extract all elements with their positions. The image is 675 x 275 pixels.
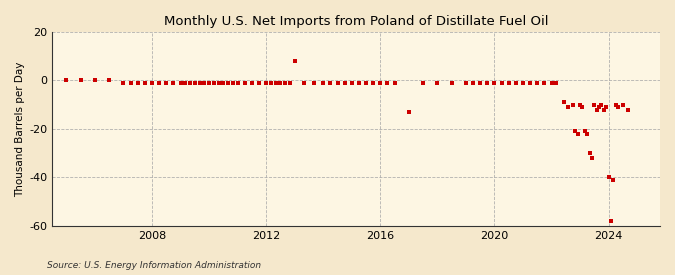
- Point: [61, 78, 72, 82]
- Point: [446, 81, 457, 85]
- Point: [603, 175, 614, 180]
- Point: [510, 81, 521, 85]
- Point: [270, 81, 281, 85]
- Point: [605, 219, 616, 223]
- Point: [261, 81, 271, 85]
- Title: Monthly U.S. Net Imports from Poland of Distillate Fuel Oil: Monthly U.S. Net Imports from Poland of …: [164, 15, 548, 28]
- Point: [325, 81, 335, 85]
- Point: [582, 131, 593, 136]
- Point: [132, 81, 143, 85]
- Point: [246, 81, 257, 85]
- Point: [475, 81, 485, 85]
- Point: [404, 110, 414, 114]
- Point: [332, 81, 343, 85]
- Point: [346, 81, 357, 85]
- Point: [432, 81, 443, 85]
- Point: [290, 59, 300, 63]
- Point: [489, 81, 500, 85]
- Point: [558, 100, 569, 104]
- Point: [213, 81, 224, 85]
- Point: [580, 129, 591, 134]
- Point: [468, 81, 479, 85]
- Point: [76, 78, 86, 82]
- Point: [622, 107, 633, 112]
- Point: [587, 156, 597, 160]
- Point: [574, 103, 585, 107]
- Point: [280, 81, 291, 85]
- Point: [368, 81, 379, 85]
- Point: [227, 81, 238, 85]
- Point: [482, 81, 493, 85]
- Point: [354, 81, 364, 85]
- Point: [375, 81, 385, 85]
- Point: [146, 81, 157, 85]
- Point: [389, 81, 400, 85]
- Point: [596, 103, 607, 107]
- Point: [570, 129, 580, 134]
- Point: [184, 81, 195, 85]
- Point: [254, 81, 265, 85]
- Point: [168, 81, 179, 85]
- Point: [608, 178, 619, 182]
- Point: [126, 81, 136, 85]
- Point: [546, 81, 557, 85]
- Point: [601, 105, 612, 109]
- Point: [176, 81, 186, 85]
- Point: [154, 81, 165, 85]
- Point: [284, 81, 295, 85]
- Point: [232, 81, 243, 85]
- Y-axis label: Thousand Barrels per Day: Thousand Barrels per Day: [15, 61, 25, 197]
- Text: Source: U.S. Energy Information Administration: Source: U.S. Energy Information Administ…: [47, 260, 261, 270]
- Point: [308, 81, 319, 85]
- Point: [598, 107, 609, 112]
- Point: [299, 81, 310, 85]
- Point: [532, 81, 543, 85]
- Point: [577, 105, 588, 109]
- Point: [180, 81, 191, 85]
- Point: [572, 131, 583, 136]
- Point: [223, 81, 234, 85]
- Point: [382, 81, 393, 85]
- Point: [360, 81, 371, 85]
- Point: [190, 81, 200, 85]
- Point: [613, 105, 624, 109]
- Point: [518, 81, 529, 85]
- Point: [460, 81, 471, 85]
- Point: [589, 103, 600, 107]
- Point: [504, 81, 514, 85]
- Point: [591, 107, 602, 112]
- Point: [204, 81, 215, 85]
- Point: [340, 81, 350, 85]
- Point: [318, 81, 329, 85]
- Point: [563, 105, 574, 109]
- Point: [240, 81, 250, 85]
- Point: [209, 81, 219, 85]
- Point: [524, 81, 535, 85]
- Point: [275, 81, 286, 85]
- Point: [496, 81, 507, 85]
- Point: [539, 81, 550, 85]
- Point: [551, 81, 562, 85]
- Point: [418, 81, 429, 85]
- Point: [218, 81, 229, 85]
- Point: [199, 81, 210, 85]
- Point: [568, 103, 578, 107]
- Point: [194, 81, 205, 85]
- Point: [266, 81, 277, 85]
- Point: [161, 81, 171, 85]
- Point: [618, 103, 628, 107]
- Point: [584, 151, 595, 155]
- Point: [610, 103, 621, 107]
- Point: [140, 81, 151, 85]
- Point: [90, 78, 101, 82]
- Point: [104, 78, 115, 82]
- Point: [594, 105, 605, 109]
- Point: [118, 81, 129, 85]
